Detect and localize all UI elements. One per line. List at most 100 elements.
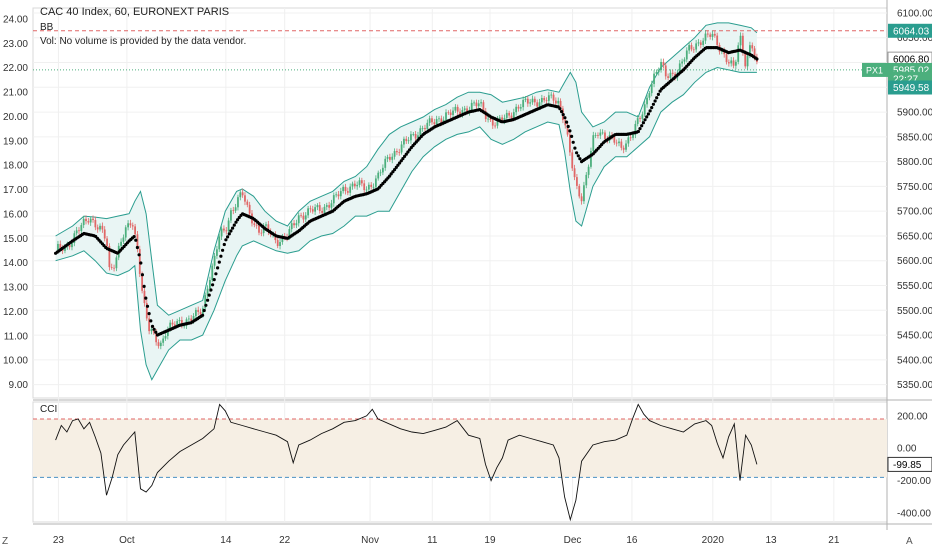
candle-body (428, 118, 431, 123)
candle-body (632, 134, 634, 138)
candle-body (206, 288, 209, 296)
candle-body (178, 320, 181, 322)
candle-body (459, 111, 461, 115)
candle-body (571, 152, 574, 169)
candle-body (253, 223, 256, 225)
candle-body (143, 290, 146, 304)
candle-body (629, 137, 632, 139)
candle-body (87, 221, 90, 223)
candle-body (349, 186, 352, 193)
candle-body (421, 128, 424, 129)
auto-scale-button[interactable]: A (906, 536, 913, 547)
candle-body (267, 224, 270, 232)
candle-body (713, 33, 716, 36)
candle-body (501, 117, 504, 121)
candle-body (702, 40, 705, 45)
candle-body (166, 329, 169, 337)
bb-basis-dot (139, 261, 143, 265)
candle-body (482, 102, 485, 112)
candle-body (162, 338, 165, 343)
candle-body (440, 118, 443, 123)
candle-body (187, 318, 190, 320)
candle-body (646, 97, 648, 105)
cci-tick-label: -400.00 (897, 509, 931, 520)
candle-body (475, 102, 478, 107)
candle-body (258, 225, 260, 233)
candle-body (634, 123, 637, 135)
candle-body (204, 295, 207, 309)
candle-body (503, 117, 506, 121)
bb-basis-dot (656, 92, 661, 96)
candle-body (316, 205, 319, 208)
price-label-box (888, 23, 932, 38)
candle-body (405, 138, 408, 142)
bb-basis-dot (563, 116, 567, 120)
candle-body (445, 112, 447, 120)
bb-basis-dot (638, 127, 642, 131)
candle-body (730, 60, 733, 64)
candle-body (704, 33, 707, 41)
candle-body (508, 112, 511, 116)
candle-body (716, 35, 719, 45)
x-tick-label: Oct (119, 535, 135, 546)
price-label-box (888, 80, 932, 95)
x-tick-label: 22 (279, 535, 291, 546)
bb-basis-dot (214, 272, 218, 276)
candle-body (627, 137, 630, 144)
candle-body (110, 267, 113, 268)
candle-body (248, 204, 251, 214)
candle-body (304, 215, 307, 220)
auto-scale-glyph: A (906, 536, 913, 547)
candle-body (734, 61, 737, 66)
bb-basis-dot (561, 113, 565, 117)
price-label: 6064.03 (888, 23, 932, 38)
candle-body (498, 117, 501, 120)
candle-body (692, 49, 695, 51)
price-label: 5949.58 (888, 80, 932, 95)
x-tick-label: 13 (765, 535, 777, 546)
candle-body (697, 42, 700, 44)
bb-basis-dot (202, 308, 206, 313)
bb-basis-dot (229, 229, 233, 233)
candle-body (227, 220, 230, 232)
candle-body (113, 267, 115, 269)
right-tick-label: 5650.00 (897, 231, 932, 242)
candle-body (655, 72, 658, 74)
bb-basis-dot (227, 232, 231, 236)
settings-button[interactable]: Z (2, 536, 8, 547)
bb-basis-dot (658, 89, 662, 93)
candle-body (566, 125, 569, 135)
candle-body (438, 118, 440, 120)
bb-basis-dot (221, 248, 225, 252)
price-label-text: 5949.58 (893, 83, 930, 94)
candle-body (414, 134, 417, 139)
candle-body (737, 45, 740, 62)
candle-body (99, 225, 101, 230)
candle-body (695, 43, 698, 50)
bb-basis-dot (209, 288, 213, 292)
bb-basis-dot (219, 254, 223, 258)
candle-body (194, 309, 197, 317)
bb-fill (55, 22, 757, 380)
candle-body (209, 280, 211, 289)
candle-body (522, 99, 525, 108)
candle-body (653, 73, 655, 84)
bb-basis-dot (206, 298, 210, 302)
candle-body (487, 118, 489, 120)
candle-body (660, 61, 662, 71)
left-tick-label: 19.00 (3, 136, 28, 147)
bb-basis-dot (650, 106, 654, 110)
bb-basis-dot (234, 220, 238, 224)
candle-body (108, 245, 111, 268)
bb-basis-dot (565, 120, 569, 124)
candle-body (536, 102, 539, 107)
bb-basis-dot (212, 278, 216, 282)
candle-body (531, 98, 534, 103)
cci-current-box (887, 456, 932, 472)
candle-body (323, 206, 326, 213)
candle-body (599, 132, 602, 136)
left-tick-label: 22.00 (3, 63, 28, 74)
candle-body (601, 132, 604, 134)
